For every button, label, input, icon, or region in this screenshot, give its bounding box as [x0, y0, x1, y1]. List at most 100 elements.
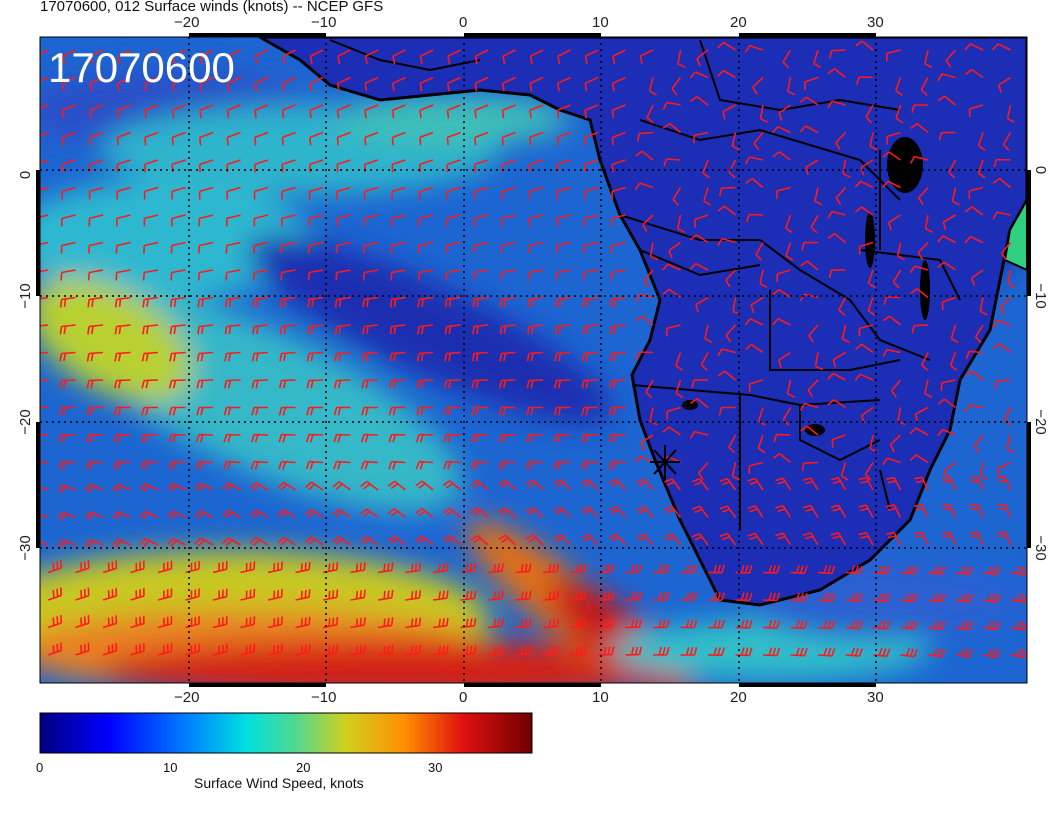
- wind-barb: [57, 539, 76, 549]
- wind-barb: [731, 462, 740, 481]
- wind-barb: [529, 104, 544, 119]
- wind-barb: [817, 620, 836, 630]
- country-borders: [329, 39, 961, 530]
- wind-barb: [718, 406, 736, 416]
- wind-barb: [639, 49, 654, 65]
- wind-barb: [199, 131, 214, 146]
- wind-barb: [553, 479, 572, 491]
- wind-barb: [762, 564, 781, 574]
- wind-barb: [691, 533, 709, 546]
- wind-barb: [157, 560, 173, 574]
- wind-barb: [611, 159, 626, 173]
- wind-barb: [609, 296, 626, 308]
- wind-barb: [790, 592, 808, 602]
- wind-barb: [772, 288, 791, 299]
- wind-barb: [418, 241, 434, 254]
- wind-barb: [747, 477, 764, 491]
- wind-barb: [698, 461, 709, 481]
- wind-barb: [277, 536, 296, 546]
- wind-barb: [790, 564, 808, 575]
- wind-barb: [608, 406, 626, 416]
- wind-barb: [927, 565, 946, 575]
- wind-barb: [909, 155, 929, 164]
- lon-tick-bottom: 20: [730, 689, 747, 706]
- wind-barb: [845, 592, 863, 602]
- wind-barb: [942, 214, 956, 231]
- wind-barb: [40, 513, 49, 519]
- wind-barb: [805, 159, 819, 176]
- wind-barb: [116, 76, 131, 92]
- wind-barb: [470, 507, 489, 519]
- wind-barb: [810, 214, 819, 234]
- wind-barb: [525, 534, 544, 546]
- wind-barb: [405, 562, 422, 574]
- wind-barb: [735, 592, 753, 602]
- wind-barb: [528, 186, 544, 200]
- wind-barb: [867, 269, 876, 289]
- wind-barb: [57, 484, 76, 494]
- wind-barb: [281, 186, 296, 200]
- wind-barb: [744, 318, 764, 326]
- madagascar-land: [1003, 197, 1027, 272]
- wind-barb: [968, 104, 984, 118]
- wind-barb: [460, 590, 477, 601]
- wind-barb: [964, 43, 984, 51]
- wind-barb: [75, 560, 90, 574]
- wind-barb: [831, 434, 846, 448]
- wind-barb: [144, 76, 159, 92]
- wind-barb: [280, 269, 296, 281]
- wind-barb: [88, 241, 104, 254]
- wind-barb: [501, 76, 516, 92]
- wind-barb: [334, 296, 351, 308]
- wind-barb: [58, 379, 76, 389]
- wind-barb: [249, 537, 269, 546]
- wind-barb: [322, 589, 339, 601]
- wind-barb: [920, 77, 929, 96]
- wind-barb: [581, 478, 599, 491]
- wind-barb: [858, 241, 874, 255]
- wind-barb: [735, 564, 753, 574]
- wind-barb: [336, 76, 351, 92]
- wind-barb: [157, 588, 173, 601]
- wind-barb: [336, 131, 351, 146]
- wind-barb: [418, 186, 434, 200]
- wind-barb: [377, 617, 394, 629]
- wind-barb: [553, 506, 572, 519]
- wind-barb: [802, 532, 819, 546]
- wind-barb: [583, 241, 599, 254]
- lon-tick-top: 20: [730, 14, 747, 31]
- wind-barb: [498, 406, 516, 416]
- wind-barb: [254, 131, 269, 146]
- wind-barb: [75, 642, 90, 656]
- wind-barb: [85, 433, 104, 443]
- wind-barb: [306, 351, 324, 362]
- wind-barb: [882, 348, 901, 358]
- wind-barb: [940, 379, 956, 391]
- wind-barb: [731, 132, 740, 151]
- wind-barb: [611, 76, 626, 92]
- wind-barb: [308, 159, 324, 173]
- wind-speed-field: [40, 37, 1027, 683]
- wind-barb: [333, 433, 351, 443]
- wind-barb: [965, 370, 984, 381]
- wind-barb: [829, 49, 846, 59]
- wind-barb: [360, 508, 379, 519]
- wind-barb: [224, 324, 241, 335]
- wind-barb: [864, 462, 874, 481]
- wind-barb: [432, 590, 449, 601]
- wind-barb: [116, 131, 131, 146]
- wind-barb: [672, 187, 682, 206]
- wind-barb: [377, 562, 394, 574]
- wind-barb: [332, 481, 351, 491]
- wind-barb: [360, 433, 379, 443]
- wind-barb: [281, 159, 296, 173]
- wind-barb: [799, 125, 819, 134]
- wind-barb: [361, 406, 378, 416]
- wind-barb: [362, 296, 379, 308]
- wind-barb: [690, 95, 709, 106]
- colorbar-tick: 20: [296, 760, 310, 775]
- lon-tick-top: −20: [174, 14, 199, 31]
- wind-barb: [307, 296, 324, 308]
- wind-barb: [144, 104, 159, 119]
- wind-barb: [845, 620, 863, 630]
